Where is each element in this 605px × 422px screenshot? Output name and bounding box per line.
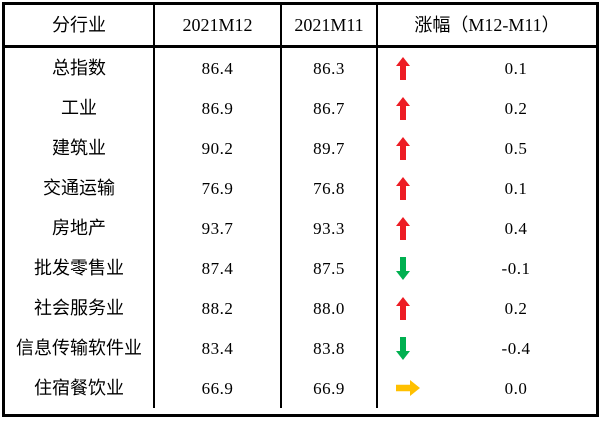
table-row: 信息传输软件业 83.4 83.8 -0.4 (5, 328, 596, 368)
up-arrow-icon (396, 136, 410, 160)
up-arrow-icon (396, 96, 410, 120)
trend-cell: -0.1 (378, 248, 596, 288)
industry-cell: 总指数 (5, 48, 155, 88)
down-arrow-icon (396, 336, 410, 360)
table-body: 总指数 86.4 86.3 0.1 工业 86.9 86.7 (5, 48, 596, 408)
trend-arrow-box (396, 380, 422, 396)
m12-value-cell: 88.2 (155, 288, 282, 328)
header-industry: 分行业 (5, 5, 155, 45)
table-row: 工业 86.9 86.7 0.2 (5, 88, 596, 128)
trend-arrow-box (396, 136, 422, 160)
m11-value-cell: 88.0 (282, 288, 378, 328)
header-2021m11: 2021M11 (282, 5, 378, 45)
industry-index-table: 分行业 2021M12 2021M11 涨幅（M12-M11） 总指数 86.4… (2, 2, 599, 417)
table-row: 批发零售业 87.4 87.5 -0.1 (5, 248, 596, 288)
change-value: 0.1 (504, 178, 528, 198)
m12-value-cell: 76.9 (155, 168, 282, 208)
table-row: 交通运输 76.9 76.8 0.1 (5, 168, 596, 208)
header-2021m12: 2021M12 (155, 5, 282, 45)
m11-value-cell: 89.7 (282, 128, 378, 168)
trend-arrow-box (396, 216, 422, 240)
trend-cell: 0.5 (378, 128, 596, 168)
table-header-row: 分行业 2021M12 2021M11 涨幅（M12-M11） (5, 5, 596, 48)
trend-arrow-box (396, 176, 422, 200)
trend-arrow-box (396, 296, 422, 320)
change-value: 0.2 (504, 298, 528, 318)
trend-cell: -0.4 (378, 328, 596, 368)
industry-cell: 交通运输 (5, 168, 155, 208)
change-value: -0.1 (501, 258, 531, 278)
up-arrow-icon (396, 176, 410, 200)
trend-cell: 0.1 (378, 168, 596, 208)
table-row: 房地产 93.7 93.3 0.4 (5, 208, 596, 248)
m11-value-cell: 76.8 (282, 168, 378, 208)
change-value: 0.2 (504, 98, 528, 118)
header-change: 涨幅（M12-M11） (414, 15, 560, 35)
industry-cell: 批发零售业 (5, 248, 155, 288)
m11-value-cell: 66.9 (282, 368, 378, 408)
m11-value-cell: 87.5 (282, 248, 378, 288)
up-arrow-icon (396, 56, 410, 80)
industry-cell: 信息传输软件业 (5, 328, 155, 368)
change-value: 0.5 (504, 138, 528, 158)
m11-value-cell: 86.7 (282, 88, 378, 128)
table-row: 建筑业 90.2 89.7 0.5 (5, 128, 596, 168)
trend-cell: 0.0 (378, 368, 596, 408)
table-row: 总指数 86.4 86.3 0.1 (5, 48, 596, 88)
m11-value-cell: 86.3 (282, 48, 378, 88)
change-value: 0.0 (504, 378, 528, 398)
trend-arrow-box (396, 96, 422, 120)
industry-cell: 工业 (5, 88, 155, 128)
industry-cell: 建筑业 (5, 128, 155, 168)
trend-cell: 0.2 (378, 288, 596, 328)
table-row: 社会服务业 88.2 88.0 0.2 (5, 288, 596, 328)
industry-cell: 住宿餐饮业 (5, 368, 155, 408)
table-row: 住宿餐饮业 66.9 66.9 0.0 (5, 368, 596, 408)
change-value: 0.4 (504, 218, 528, 238)
m11-value-cell: 93.3 (282, 208, 378, 248)
right-arrow-icon (396, 380, 420, 396)
trend-cell: 0.4 (378, 208, 596, 248)
m12-value-cell: 87.4 (155, 248, 282, 288)
m12-value-cell: 90.2 (155, 128, 282, 168)
trend-cell: 0.1 (378, 48, 596, 88)
m12-value-cell: 86.9 (155, 88, 282, 128)
up-arrow-icon (396, 296, 410, 320)
change-value: -0.4 (501, 338, 531, 358)
industry-cell: 社会服务业 (5, 288, 155, 328)
trend-arrow-box (396, 336, 422, 360)
m12-value-cell: 93.7 (155, 208, 282, 248)
m12-value-cell: 83.4 (155, 328, 282, 368)
trend-arrow-box (396, 256, 422, 280)
m11-value-cell: 83.8 (282, 328, 378, 368)
trend-arrow-box (396, 56, 422, 80)
trend-cell: 0.2 (378, 88, 596, 128)
change-value: 0.1 (504, 58, 528, 78)
up-arrow-icon (396, 216, 410, 240)
industry-cell: 房地产 (5, 208, 155, 248)
down-arrow-icon (396, 256, 410, 280)
m12-value-cell: 86.4 (155, 48, 282, 88)
m12-value-cell: 66.9 (155, 368, 282, 408)
